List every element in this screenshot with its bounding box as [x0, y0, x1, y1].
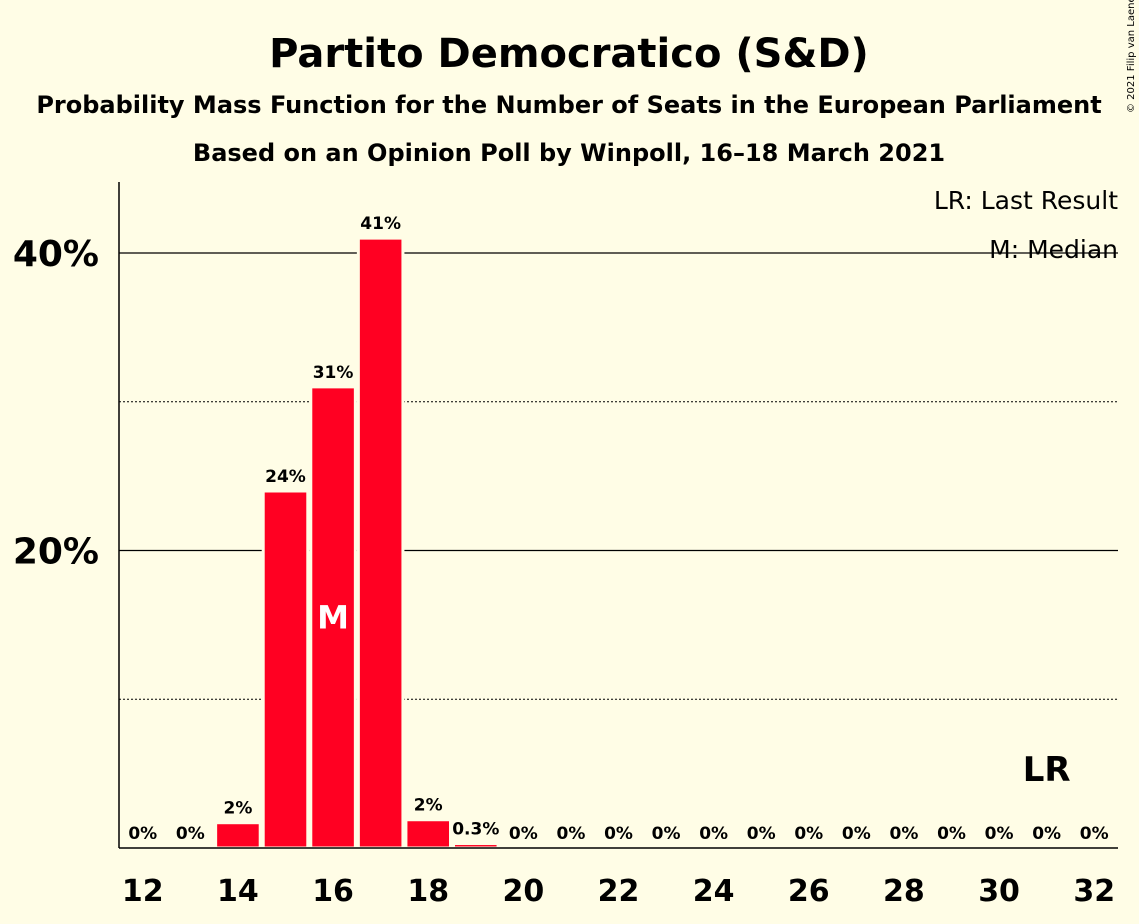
data-label-28: 0% — [889, 824, 918, 844]
x-tick-label: 28 — [883, 874, 925, 909]
data-labels: 0% 0% 2% 24% 31% 41% 2% 0.3% 0% 0% 0% 0% 0% 0% 0% 0% 0% 0… — [128, 214, 1108, 844]
x-tick-label: 12 — [122, 874, 164, 909]
x-tick-label: 20 — [502, 874, 544, 909]
bars — [214, 236, 500, 850]
data-label-27: 0% — [842, 824, 871, 844]
data-label-25: 0% — [747, 824, 776, 844]
data-label-24: 0% — [699, 824, 728, 844]
data-label-22: 0% — [604, 824, 633, 844]
last-result-marker: LR — [1023, 750, 1071, 790]
x-tick-label: 16 — [312, 874, 354, 909]
chart-title: Partito Democratico (S&D) — [269, 31, 869, 77]
data-label-30: 0% — [985, 824, 1014, 844]
y-tick-label: 20% — [13, 532, 99, 573]
chart-subtitle-2: Based on an Opinion Poll by Winpoll, 16–… — [193, 139, 945, 167]
x-tick-label: 18 — [407, 874, 449, 909]
x-tick-label: 24 — [693, 874, 735, 909]
data-label-13: 0% — [176, 824, 205, 844]
data-label-21: 0% — [556, 824, 585, 844]
copyright: © 2021 Filip van Laenen — [1126, 0, 1137, 113]
data-label-31: 0% — [1032, 824, 1061, 844]
data-label-32: 0% — [1080, 824, 1109, 844]
data-label-12: 0% — [128, 824, 157, 844]
x-tick-label: 26 — [788, 874, 830, 909]
y-tick-labels: 20% 40% — [13, 234, 99, 573]
data-label-16: 31% — [313, 363, 354, 383]
data-label-19: 0.3% — [452, 820, 499, 840]
y-tick-label: 40% — [13, 234, 99, 275]
legend-median: M: Median — [989, 235, 1118, 264]
bar-16 — [309, 385, 357, 850]
legend-last-result: LR: Last Result — [934, 186, 1118, 215]
median-marker: M — [317, 598, 349, 636]
chart-subtitle: Probability Mass Function for the Number… — [36, 91, 1101, 119]
bar-14 — [214, 821, 262, 850]
data-label-26: 0% — [794, 824, 823, 844]
x-tick-label: 22 — [598, 874, 640, 909]
x-tick-label: 32 — [1073, 874, 1115, 909]
data-label-29: 0% — [937, 824, 966, 844]
data-label-14: 2% — [223, 799, 252, 819]
bar-15 — [261, 489, 310, 850]
bar-18 — [404, 818, 452, 850]
x-tick-labels: 12 14 16 18 20 22 24 26 28 30 32 — [122, 874, 1115, 909]
bar-17 — [356, 236, 405, 850]
data-label-20: 0% — [509, 824, 538, 844]
data-label-18: 2% — [414, 796, 443, 816]
data-label-15: 24% — [265, 467, 306, 487]
x-tick-label: 30 — [978, 874, 1020, 909]
x-tick-label: 14 — [217, 874, 259, 909]
data-label-17: 41% — [360, 214, 401, 234]
data-label-23: 0% — [652, 824, 681, 844]
